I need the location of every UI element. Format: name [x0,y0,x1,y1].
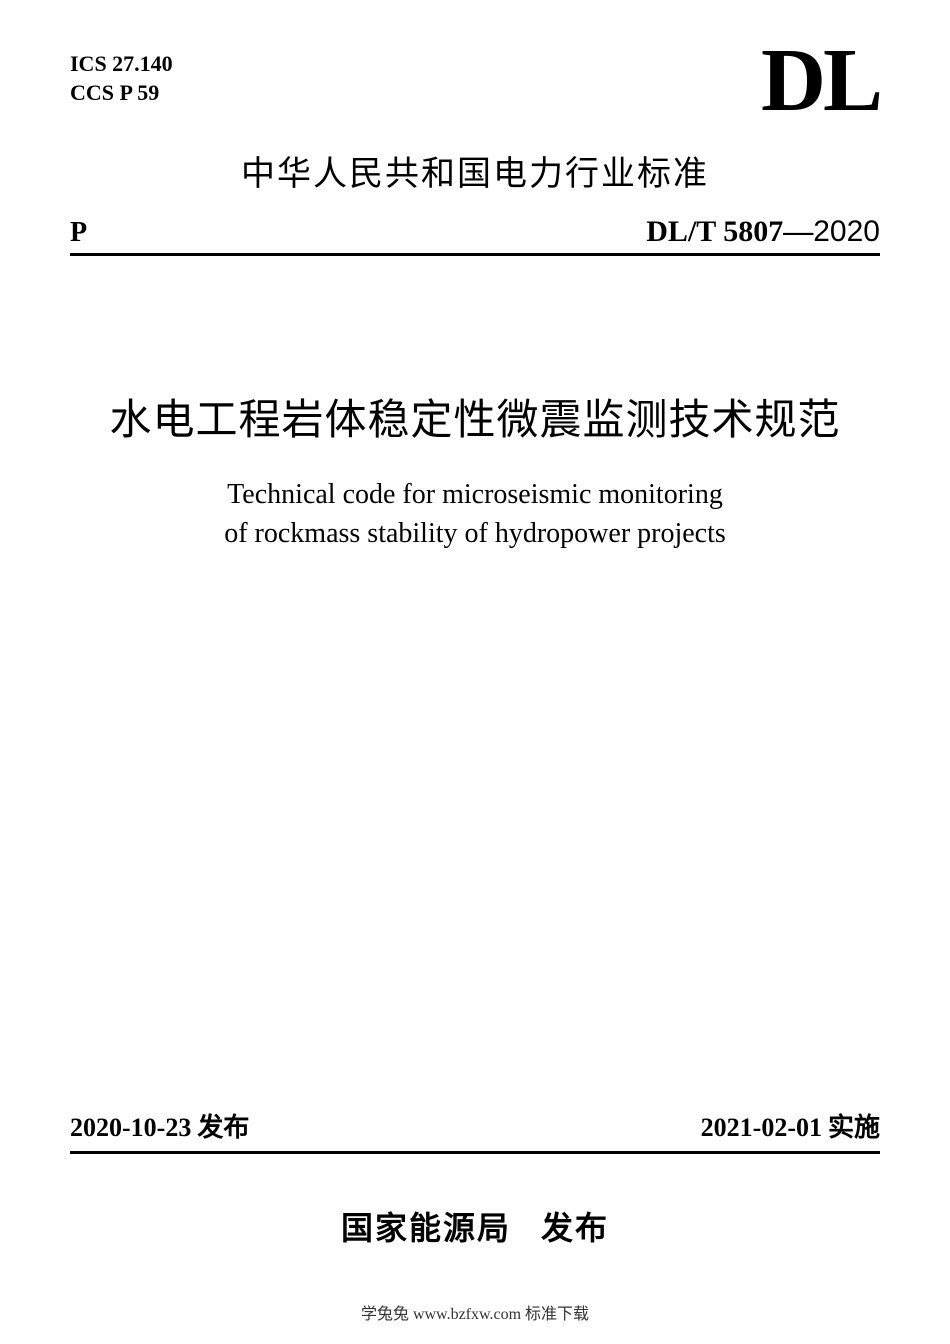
effective-date: 2021-02-01 [701,1113,822,1142]
header-top: ICS 27.140 CCS P 59 DL [70,50,880,121]
title-chinese: 水电工程岩体稳定性微震监测技术规范 [70,386,880,447]
title-english: Technical code for microseismic monitori… [70,475,880,553]
code-year: 2020 [813,215,880,248]
footer-note: 学兔兔 www.bzfxw.com 标准下载 [0,1300,950,1324]
title-en-line2: of rockmass stability of hydropower proj… [70,514,880,553]
issuer: 国家能源局发布 [0,1203,950,1249]
divider-top [70,253,880,256]
ics-block: ICS 27.140 CCS P 59 [70,50,173,107]
publish-label: 发布 [197,1112,249,1142]
issuer-action: 发布 [541,1210,609,1246]
issuer-org: 国家能源局 [341,1210,511,1246]
code-row: P DL/T 5807—2020 [70,215,880,249]
dates-row: 2020-10-23发布 2021-02-01实施 [70,1107,880,1144]
title-en-line1: Technical code for microseismic monitori… [70,475,880,514]
effective-label: 实施 [828,1112,880,1142]
standard-heading: 中华人民共和国电力行业标准 [70,146,880,195]
ics-line2: CCS P 59 [70,79,173,108]
publish-date: 2020-10-23 [70,1113,191,1142]
ics-line1: ICS 27.140 [70,50,173,79]
code-prefix: DL/T 5807— [646,215,813,248]
divider-bottom [70,1151,880,1154]
publish-date-item: 2020-10-23发布 [70,1107,249,1144]
p-letter: P [70,217,87,249]
effective-date-item: 2021-02-01实施 [701,1107,880,1144]
dl-logo: DL [761,40,880,121]
standard-code: DL/T 5807—2020 [646,215,880,249]
